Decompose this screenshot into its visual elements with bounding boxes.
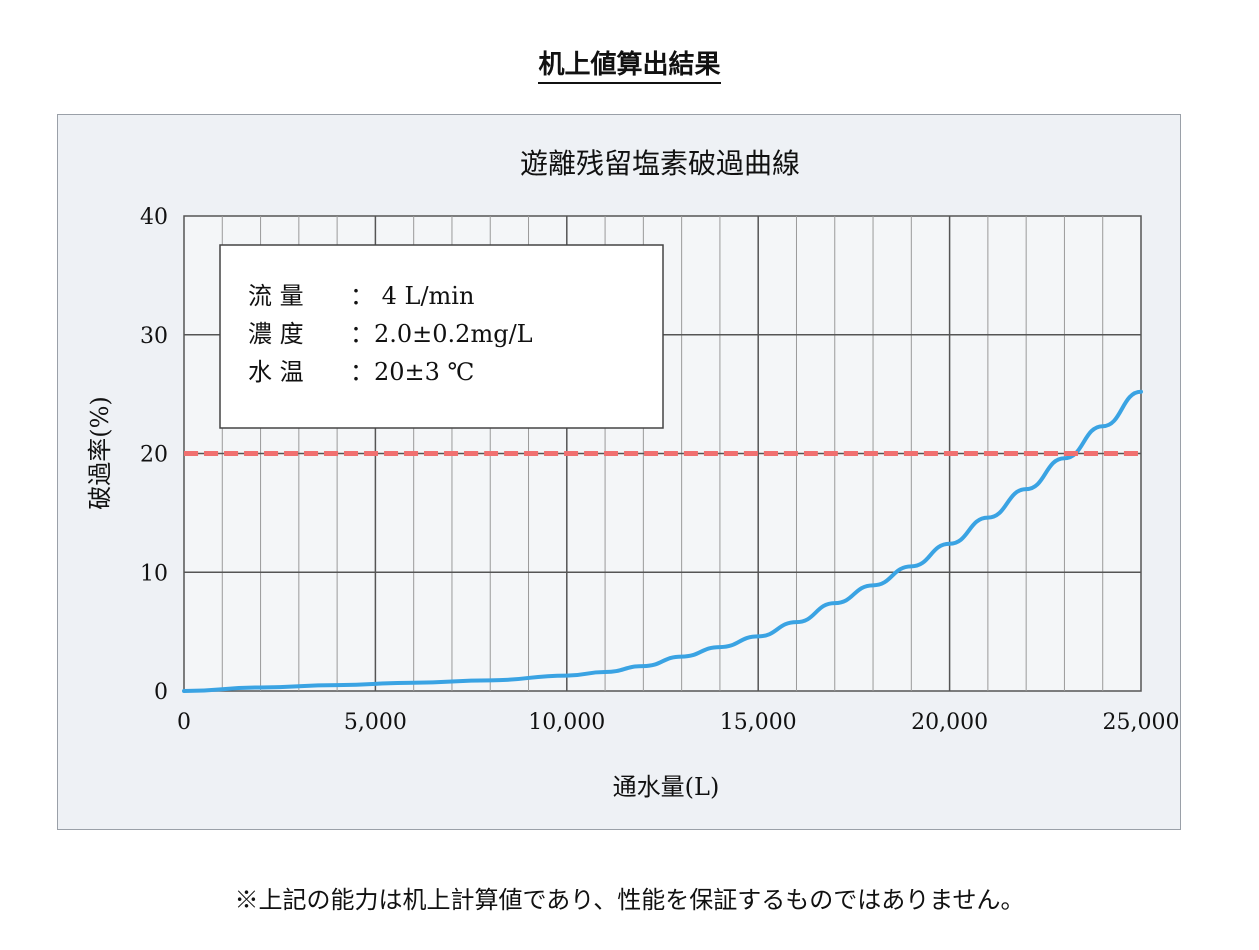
y-tick-label: 10 [140,561,168,586]
legend-frame [219,244,664,429]
y-tick-label: 0 [154,680,168,705]
chart-title: 遊離残留塩素破過曲線 [520,147,800,180]
y-axis-ticks: 0 10 20 30 40 [140,205,168,705]
legend-line-value: ：2.0±0.2mg/L [350,320,533,348]
y-tick-label: 20 [140,443,168,468]
x-tick-label: 5,000 [344,710,407,735]
x-tick-label: 10,000 [528,710,605,735]
legend-line-label: 水 温 [248,358,304,386]
legend-line-label: 濃 度 [248,320,304,348]
x-tick-label: 20,000 [911,710,988,735]
y-axis-label: 破過率(%) [86,396,114,510]
y-tick-label: 40 [140,205,168,230]
chart-panel: 遊離残留塩素破過曲線 0 5,000 10,000 15,000 20,000 25,00… [57,114,1181,830]
footnote: ※上記の能力は机上計算値であり、性能を保証するものではありません。 [234,886,1025,914]
page-heading: 机上値算出結果 [0,44,1259,84]
legend-line-value: ：20±3 ℃ [350,358,474,386]
condition-legend-box: 流 量 ： 4 L/min 濃 度 ：2.0±0.2mg/L 水 温 ：20±3 ℃ [219,244,664,429]
series-layer [182,389,1143,693]
x-tick-label: 15,000 [720,710,797,735]
x-axis-ticks: 0 5,000 10,000 15,000 20,000 25,000 [177,710,1179,735]
x-tick-label: 0 [177,710,191,735]
legend-line-value: ： 4 L/min [350,282,474,310]
y-tick-label: 30 [140,324,168,349]
x-axis-label: 通水量(L) [613,773,720,801]
legend-line-label: 流 量 [248,282,304,310]
page-heading-text: 机上値算出結果 [538,50,721,84]
breakthrough-curve [182,389,1143,693]
x-tick-label: 25,000 [1103,710,1180,735]
breakthrough-chart: 遊離残留塩素破過曲線 0 5,000 10,000 15,000 20,000 25,00… [86,147,1179,801]
